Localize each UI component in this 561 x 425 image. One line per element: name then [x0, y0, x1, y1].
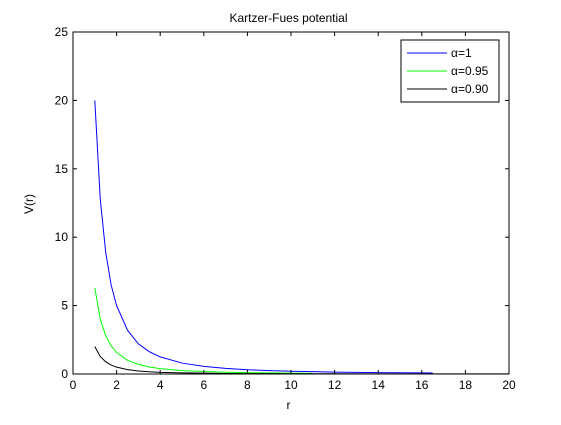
- y-tick-label: 0: [61, 367, 68, 381]
- x-tick-label: 18: [459, 378, 473, 392]
- chart-title: Kartzer-Fues potential: [229, 11, 347, 25]
- legend-label-3: α=0.90: [451, 82, 489, 96]
- x-tick-label: 12: [328, 378, 342, 392]
- x-tick-label: 16: [415, 378, 429, 392]
- x-tick-label: 2: [113, 378, 120, 392]
- x-tick-label: 14: [372, 378, 386, 392]
- series-line-1: [94, 100, 433, 374]
- x-tick-label: 4: [157, 378, 164, 392]
- x-tick-label: 6: [200, 378, 207, 392]
- x-tick-label: 0: [70, 378, 77, 392]
- x-tick-label: 10: [284, 378, 298, 392]
- y-tick-label: 10: [55, 230, 69, 244]
- series-line-2: [94, 287, 313, 374]
- x-tick-label: 20: [502, 378, 516, 392]
- legend-label-2: α=0.95: [451, 64, 489, 78]
- x-axis-label: r: [287, 398, 291, 412]
- legend-label-1: α=1: [451, 46, 472, 60]
- y-tick-label: 5: [61, 299, 68, 313]
- y-axis-label: V(r): [22, 194, 36, 214]
- y-tick-label: 25: [55, 25, 69, 39]
- y-tick-label: 20: [55, 93, 69, 107]
- y-tick-label: 15: [55, 162, 69, 176]
- x-tick-label: 8: [244, 378, 251, 392]
